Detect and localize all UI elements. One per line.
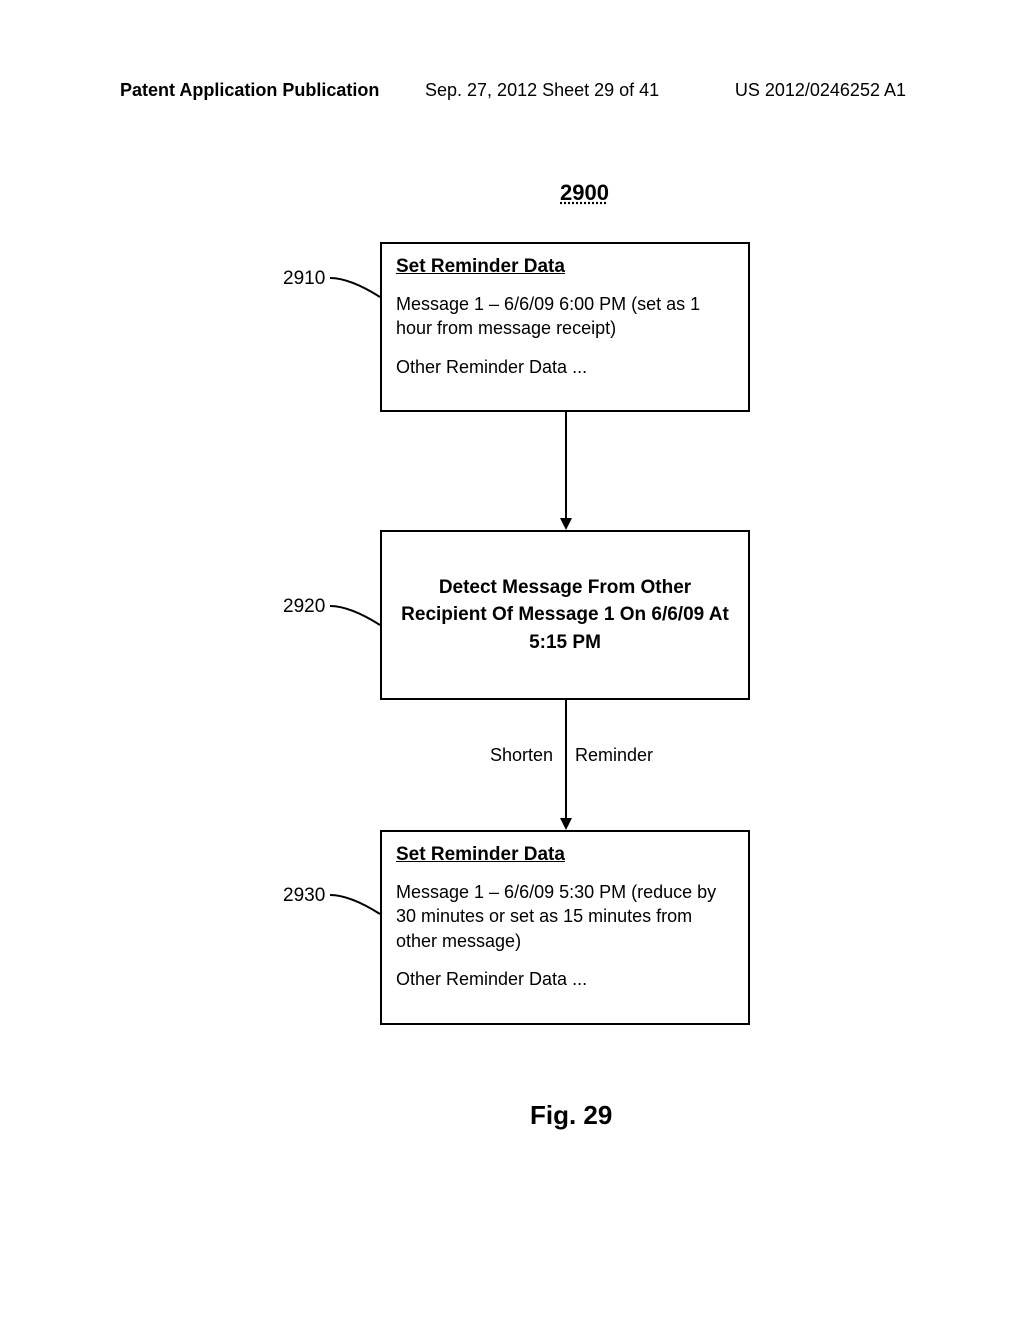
figure-number: 2900 [560, 180, 609, 206]
box3-title: Set Reminder Data [396, 844, 734, 866]
box-set-reminder-2: Set Reminder Data Message 1 – 6/6/09 5:3… [380, 830, 750, 1025]
leader-2920 [328, 603, 383, 633]
ref-label-2930: 2930 [283, 885, 325, 907]
ref-label-2910: 2910 [283, 268, 325, 290]
ref-label-2920: 2920 [283, 596, 325, 618]
header-mid: Sep. 27, 2012 Sheet 29 of 41 [425, 80, 659, 101]
arrow-1 [565, 412, 567, 530]
header-left: Patent Application Publication [120, 80, 379, 101]
leader-2910 [328, 275, 383, 305]
figure-caption: Fig. 29 [530, 1100, 612, 1131]
box1-line2: Other Reminder Data ... [396, 355, 734, 379]
arrow-2 [565, 700, 567, 830]
header-right: US 2012/0246252 A1 [735, 80, 906, 101]
leader-2930 [328, 892, 383, 922]
box1-title: Set Reminder Data [396, 256, 734, 278]
edge-label-left: Shorten [490, 745, 553, 766]
edge-label-right: Reminder [575, 745, 653, 766]
box3-line1: Message 1 – 6/6/09 5:30 PM (reduce by 30… [396, 880, 734, 953]
box3-line2: Other Reminder Data ... [396, 967, 734, 991]
box-set-reminder-1: Set Reminder Data Message 1 – 6/6/09 6:0… [380, 242, 750, 412]
box2-text: Detect Message From Other Recipient Of M… [396, 574, 734, 657]
box1-line1: Message 1 – 6/6/09 6:00 PM (set as 1 hou… [396, 292, 734, 341]
box-detect-message: Detect Message From Other Recipient Of M… [380, 530, 750, 700]
